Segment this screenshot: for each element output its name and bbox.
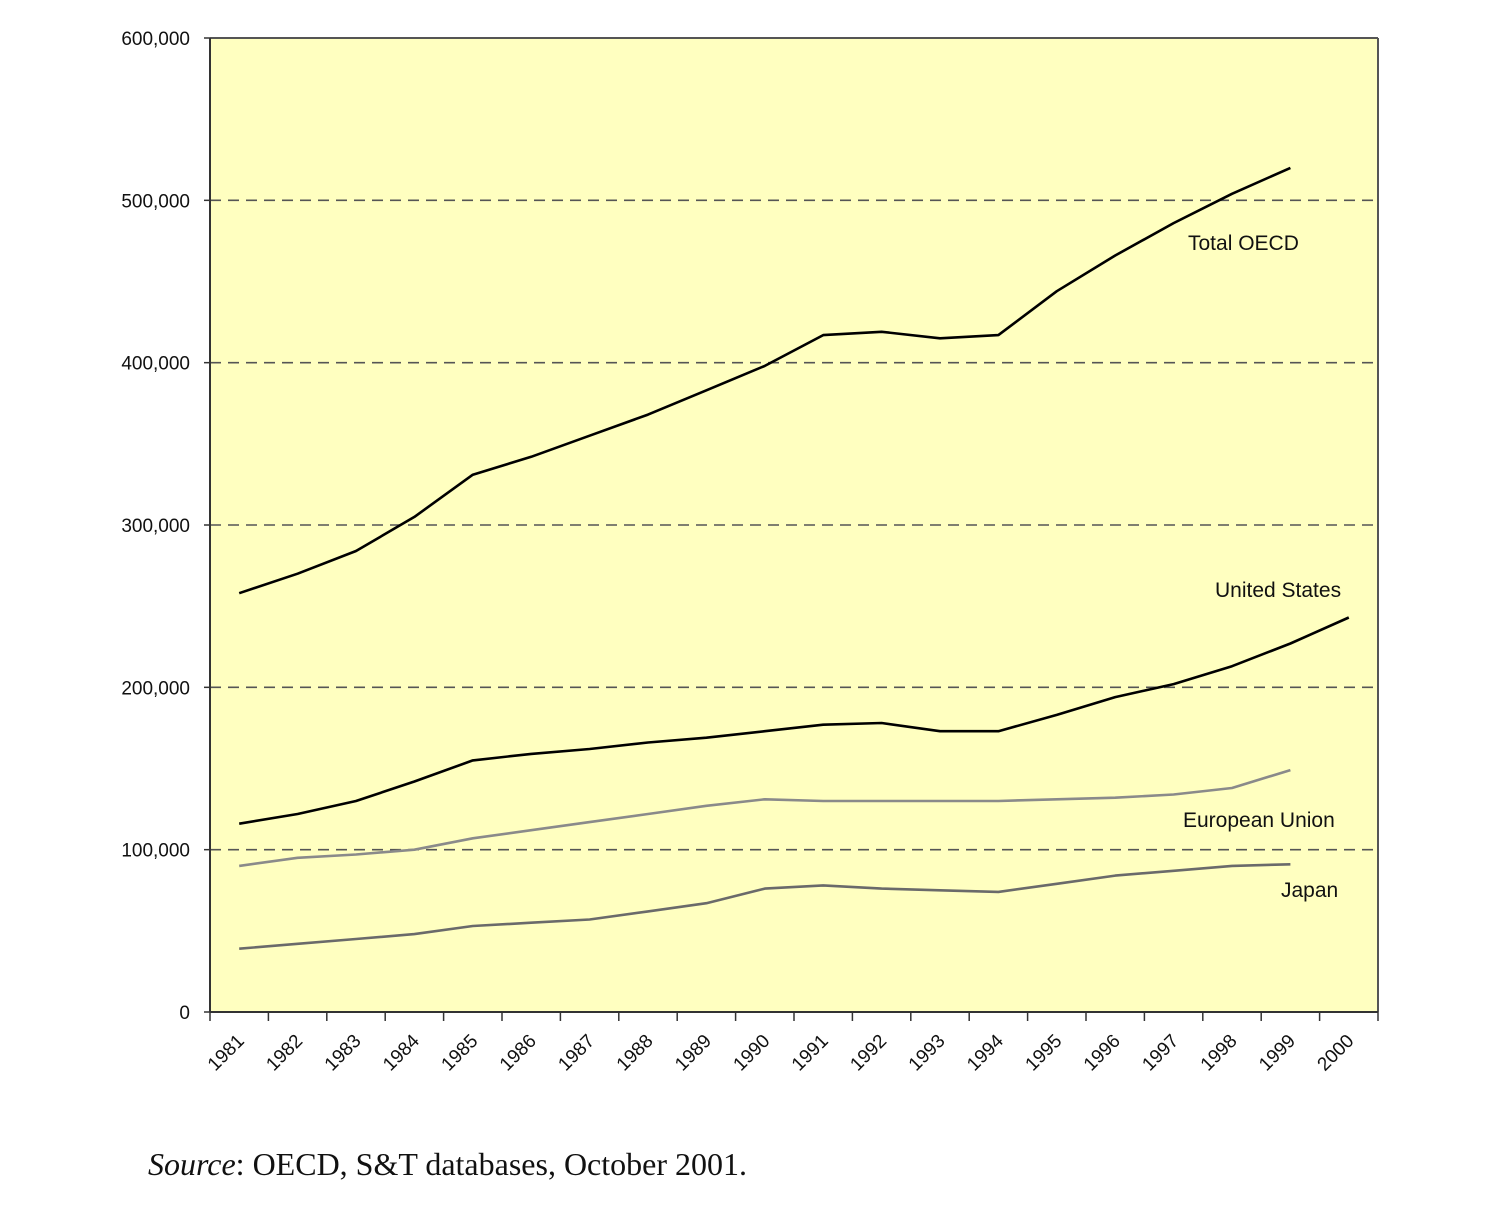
series-labels: Total OECD United States European Union … xyxy=(1183,232,1341,902)
series-line xyxy=(238,616,1350,825)
x-tick-label: 1999 xyxy=(1255,1031,1300,1076)
x-tick-label: 1991 xyxy=(788,1031,833,1076)
x-tick-label: 1986 xyxy=(496,1031,541,1076)
x-tick-label: 1984 xyxy=(379,1030,424,1075)
x-tick-label: 1985 xyxy=(438,1031,483,1076)
x-tick-label: 1997 xyxy=(1138,1031,1183,1076)
x-tick-label: 1994 xyxy=(963,1030,1008,1075)
series-line xyxy=(239,768,1291,868)
y-tick-label: 500,000 xyxy=(121,191,190,212)
series-label-japan: Japan xyxy=(1281,879,1338,902)
y-tick-label: 100,000 xyxy=(121,841,190,862)
x-tick-label: 1987 xyxy=(554,1031,599,1076)
x-tick-label: 1989 xyxy=(671,1031,716,1076)
x-tick-label: 2000 xyxy=(1314,1031,1359,1076)
x-tick-label: 1992 xyxy=(846,1031,891,1076)
series-lines xyxy=(238,166,1350,950)
source-label: Source xyxy=(148,1146,236,1182)
x-tick-label: 1998 xyxy=(1197,1031,1242,1076)
y-tick-label: 0 xyxy=(179,1003,190,1024)
x-tick-label: 1988 xyxy=(613,1031,658,1076)
x-tick-label: 1990 xyxy=(730,1031,775,1076)
series-label-united-states: United States xyxy=(1215,579,1341,602)
y-tick-label: 600,000 xyxy=(121,29,190,50)
x-tick-label: 1982 xyxy=(262,1031,307,1076)
x-tick-label: 1981 xyxy=(204,1031,249,1076)
series-label-european-union: European Union xyxy=(1183,809,1335,832)
x-tick-label: 1993 xyxy=(905,1031,950,1076)
x-tick-label: 1983 xyxy=(321,1031,366,1076)
x-tick-label: 1996 xyxy=(1080,1031,1125,1076)
series-line xyxy=(239,863,1291,950)
gridlines xyxy=(210,199,1378,851)
y-tick-label: 300,000 xyxy=(121,516,190,537)
y-tick-label: 400,000 xyxy=(121,354,190,375)
series-line xyxy=(238,166,1291,595)
source-note: Source: OECD, S&T databases, October 200… xyxy=(148,1146,747,1183)
series-label-total-oecd: Total OECD xyxy=(1188,232,1299,255)
x-tick-label: 1995 xyxy=(1022,1031,1067,1076)
source-text: : OECD, S&T databases, October 2001. xyxy=(235,1146,747,1182)
y-tick-label: 200,000 xyxy=(121,678,190,699)
chart: 0 100,000 200,000 300,000 400,000 500,000 600,… xyxy=(121,29,1379,1076)
